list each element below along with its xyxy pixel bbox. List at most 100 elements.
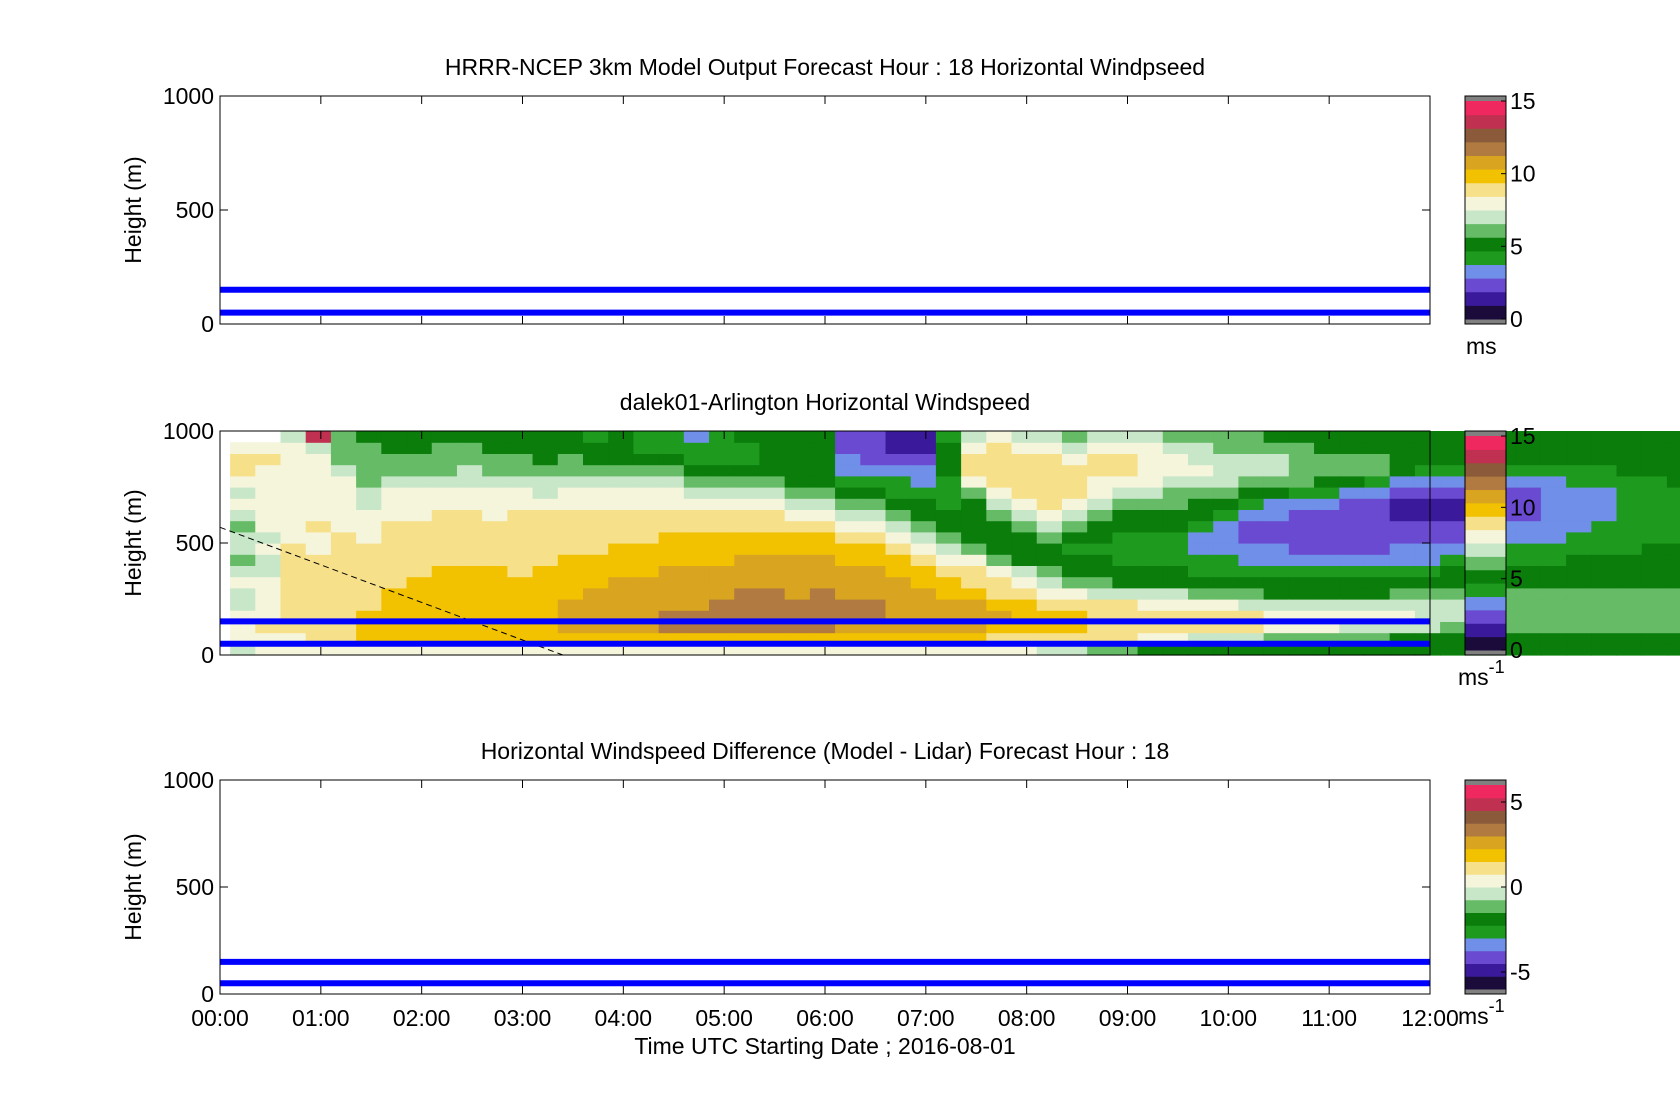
heatmap-cell: [381, 587, 408, 600]
heatmap-cell: [1666, 431, 1680, 443]
heatmap-cell: [230, 599, 256, 611]
heatmap-cell: [734, 464, 761, 477]
colorbar-tick-label: 5: [1510, 233, 1523, 259]
heatmap-cell: [809, 453, 836, 466]
heatmap-cell: [1414, 621, 1441, 634]
heatmap-cell: [1087, 487, 1113, 499]
heatmap-cell: [961, 531, 987, 544]
heatmap-cell: [860, 487, 887, 499]
heatmap-cell: [1036, 475, 1063, 488]
heatmap-cell: [1440, 453, 1466, 466]
heatmap-cell: [1011, 498, 1038, 510]
heatmap-cell: [961, 554, 987, 566]
heatmap-cell: [961, 543, 987, 555]
heatmap-cell: [482, 475, 508, 488]
heatmap-cell: [734, 431, 761, 443]
x-tick-label: 12:00: [1401, 1005, 1459, 1031]
heatmap-cell: [1137, 464, 1164, 477]
heatmap-cell: [608, 565, 635, 578]
heatmap-cell: [1440, 431, 1466, 443]
heatmap-cell: [1666, 453, 1680, 466]
heatmap-cell: [1036, 498, 1063, 510]
heatmap-cell: [759, 453, 786, 466]
heatmap-cell: [885, 576, 912, 589]
heatmap-cell: [230, 610, 256, 622]
heatmap-cell: [255, 565, 282, 578]
heatmap-cell: [1566, 599, 1592, 611]
heatmap-cell: [532, 576, 559, 589]
heatmap-cell: [709, 610, 735, 622]
heatmap-cell: [910, 565, 937, 578]
colorbar-segment: [1465, 569, 1506, 584]
heatmap-cell: [1188, 621, 1214, 634]
heatmap-cell: [961, 498, 987, 510]
heatmap-cell: [809, 531, 836, 544]
colorbar-segment: [1465, 976, 1506, 990]
heatmap-cell: [330, 464, 357, 477]
heatmap-cell: [1364, 520, 1391, 533]
heatmap-cell: [1213, 610, 1240, 622]
heatmap-cell: [1515, 520, 1542, 533]
colorbar-tick-label: 0: [1510, 637, 1523, 663]
heatmap-cell: [1314, 453, 1340, 466]
heatmap-cell: [1112, 621, 1139, 634]
heatmap-cell: [280, 621, 307, 634]
heatmap-cell: [1364, 643, 1391, 656]
heatmap-cell: [835, 431, 861, 443]
heatmap-cell: [1616, 453, 1643, 466]
heatmap-cell: [1641, 565, 1668, 578]
dashed-line: [219, 526, 564, 656]
heatmap-cell: [1112, 442, 1139, 454]
heatmap-cell: [406, 632, 433, 645]
heatmap-cell: [1238, 453, 1265, 466]
heatmap-cell: [1566, 431, 1592, 443]
heatmap-cell: [1364, 632, 1391, 645]
heatmap-cell: [1641, 487, 1668, 499]
heatmap-cell: [1414, 587, 1441, 600]
heatmap-cell: [809, 632, 836, 645]
heatmap-cell: [406, 487, 433, 499]
heatmap-cell: [683, 498, 710, 510]
heatmap-cell: [1288, 565, 1315, 578]
heatmap-cell: [583, 576, 609, 589]
heatmap-cell: [557, 453, 584, 466]
heatmap-cell: [1616, 509, 1643, 522]
heatmap-cell: [1591, 543, 1618, 555]
panel-3: 00:00 01:00 02:00 03:00 04:00 05:00 06:00 07:00…: [120, 738, 1530, 1059]
heatmap-cell: [1112, 632, 1139, 645]
heatmap-cell: [255, 576, 282, 589]
heatmap-cell: [1263, 475, 1290, 488]
heatmap-cell: [835, 498, 861, 510]
heatmap-cell: [532, 464, 559, 477]
heatmap-cell: [1137, 599, 1164, 611]
heatmap-cell: [456, 587, 483, 600]
heatmap-cell: [986, 621, 1013, 634]
heatmap-cell: [507, 453, 534, 466]
heatmap-cell: [456, 599, 483, 611]
heatmap-cell: [1414, 643, 1441, 656]
heatmap-cell: [1263, 599, 1290, 611]
heatmap-cell: [557, 487, 584, 499]
heatmap-cell: [986, 464, 1013, 477]
heatmap-cell: [935, 576, 962, 589]
heatmap-cell: [1339, 554, 1366, 566]
heatmap-cell: [658, 643, 685, 656]
heatmap-cell: [658, 599, 685, 611]
x-tick-label: 00:00: [191, 1005, 249, 1031]
heatmap-cell: [608, 442, 635, 454]
heatmap-cell: [1061, 531, 1088, 544]
heatmap-cell: [734, 487, 761, 499]
heatmap-cell: [1263, 453, 1290, 466]
heatmap-cell: [1011, 487, 1038, 499]
heatmap-cell: [305, 554, 332, 566]
heatmap-cell: [1515, 543, 1542, 555]
colorbar-unit: ms-1: [1458, 657, 1505, 690]
heatmap-cell: [1666, 543, 1680, 555]
heatmap-cell: [583, 453, 609, 466]
heatmap-cell: [1061, 453, 1088, 466]
heatmap-cell: [330, 475, 357, 488]
heatmap-cell: [1540, 610, 1567, 622]
heatmap-cell: [255, 632, 282, 645]
heatmap-cell: [557, 431, 584, 443]
heatmap-cell: [1389, 487, 1416, 499]
